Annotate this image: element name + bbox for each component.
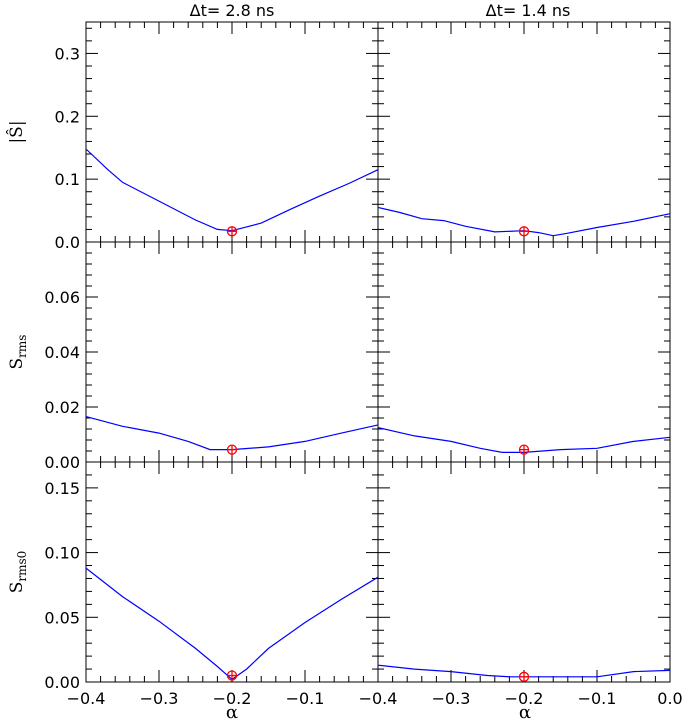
series-line-r3c1 xyxy=(85,567,379,681)
xtick-label-r3c2: −0.1 xyxy=(578,689,617,708)
ytick-label-r1c1: 0.1 xyxy=(55,170,80,189)
series-line-r2c2 xyxy=(377,427,671,453)
ylabel-row1: |Ŝ| xyxy=(6,120,27,143)
xtick-label-r3c2: 0.0 xyxy=(657,689,682,708)
panel-frame-r2c2 xyxy=(377,241,671,463)
ytick-label-r2c1: 0.02 xyxy=(44,398,80,417)
panel-frame-r2c1 xyxy=(85,241,379,463)
minimum-marker-r3c1 xyxy=(226,670,238,681)
panel-frame-r3c1 xyxy=(85,461,379,683)
ytick-label-r2c1: 0.04 xyxy=(44,343,80,362)
panel-frame-r1c1 xyxy=(85,21,379,243)
panel-frame-r3c2 xyxy=(377,461,671,683)
xlabel-left: α xyxy=(226,702,238,720)
series-line-r1c1 xyxy=(85,148,379,232)
xlabel-right: α xyxy=(519,702,531,720)
series-line-r3c2 xyxy=(377,664,671,678)
ytick-label-r1c1: 0.0 xyxy=(55,233,80,252)
xtick-label-r3c1: −0.4 xyxy=(67,689,106,708)
ylabel-row3: Srms0 xyxy=(7,551,29,594)
ytick-label-r2c1: 0.06 xyxy=(44,288,80,307)
minimum-marker-r3c2 xyxy=(518,671,530,682)
ytick-label-r3c1: 0.05 xyxy=(44,608,80,627)
minimum-marker-r2c1 xyxy=(226,444,238,455)
xtick-label-r3c1: −0.3 xyxy=(140,689,179,708)
ytick-label-r3c1: 0.10 xyxy=(44,544,80,563)
xtick-label-r3c2: −0.2 xyxy=(505,689,544,708)
xtick-label-r3c1: −0.1 xyxy=(286,689,325,708)
minimum-marker-r2c2 xyxy=(518,444,530,455)
xtick-label-r3c1: −0.2 xyxy=(213,689,252,708)
ytick-label-r2c1: 0.00 xyxy=(44,453,80,472)
ytick-label-r3c1: 0.15 xyxy=(44,479,80,498)
markers xyxy=(226,226,530,682)
panel-frame-r1c2 xyxy=(377,21,671,243)
series-line-r2c1 xyxy=(85,416,379,451)
xtick-label-r3c2: −0.3 xyxy=(432,689,471,708)
ytick-label-r1c1: 0.2 xyxy=(55,107,80,126)
axis-ticks xyxy=(85,22,671,683)
minimum-marker-r1c1 xyxy=(226,226,238,237)
ylabel-row2: Srms xyxy=(7,335,29,370)
title-left: Δt= 2.8 ns xyxy=(190,1,275,20)
ytick-label-r3c1: 0.00 xyxy=(44,673,80,692)
xtick-label-r3c2: −0.4 xyxy=(359,689,398,708)
ytick-label-r1c1: 0.3 xyxy=(55,44,80,63)
minimum-marker-r1c2 xyxy=(518,226,530,237)
title-right: Δt= 1.4 ns xyxy=(486,1,571,20)
labels: Δt= 2.8 ns Δt= 1.4 ns |Ŝ| Srms Srms0 α α… xyxy=(6,1,683,720)
